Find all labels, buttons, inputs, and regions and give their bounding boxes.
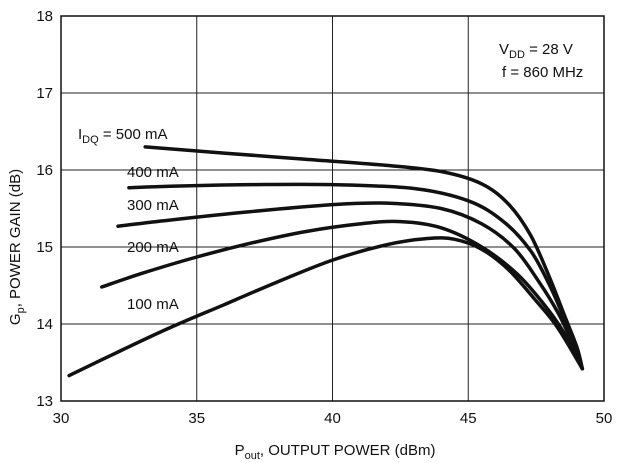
series-curve-100-ma bbox=[67, 236, 585, 378]
y-axis-label: Gp, POWER GAIN (dB) bbox=[7, 169, 27, 325]
x-tick-label: 45 bbox=[460, 410, 477, 427]
series-curves bbox=[67, 145, 585, 378]
series-label: 300 mA bbox=[127, 197, 179, 214]
x-tick-label: 40 bbox=[324, 410, 341, 427]
series-label: 100 mA bbox=[127, 296, 179, 313]
series-curve-500-ma bbox=[143, 145, 585, 371]
y-tick-label: 15 bbox=[36, 239, 53, 256]
y-tick-label: 18 bbox=[36, 8, 53, 25]
x-tick-label: 30 bbox=[53, 410, 70, 427]
x-tick-labels: 30 35 40 45 50 bbox=[53, 410, 613, 427]
y-tick-label: 13 bbox=[36, 393, 53, 410]
series-curve-400-ma bbox=[127, 182, 585, 371]
x-tick-label: 50 bbox=[596, 410, 613, 427]
x-tick-label: 35 bbox=[188, 410, 205, 427]
series-label: IDQ = 500 mA bbox=[78, 126, 167, 146]
series-label: 200 mA bbox=[127, 239, 179, 256]
y-tick-label: 16 bbox=[36, 162, 53, 179]
series-label: 400 mA bbox=[127, 164, 179, 181]
series-curve-200-ma bbox=[99, 219, 585, 371]
series-curve-300-ma bbox=[116, 201, 585, 371]
frequency-annotation: f = 860 MHz bbox=[502, 64, 583, 81]
plot-frame bbox=[60, 15, 605, 402]
vdd-annotation: VDD = 28 V bbox=[499, 41, 573, 61]
y-tick-label: 14 bbox=[36, 316, 53, 333]
y-tick-labels: 13 14 15 16 17 18 bbox=[36, 8, 53, 410]
series-labels: IDQ = 500 mA 400 mA 300 mA 200 mA 100 mA bbox=[78, 126, 179, 313]
x-axis-label: Pout, OUTPUT POWER (dBm) bbox=[235, 442, 436, 462]
y-tick-label: 17 bbox=[36, 85, 53, 102]
